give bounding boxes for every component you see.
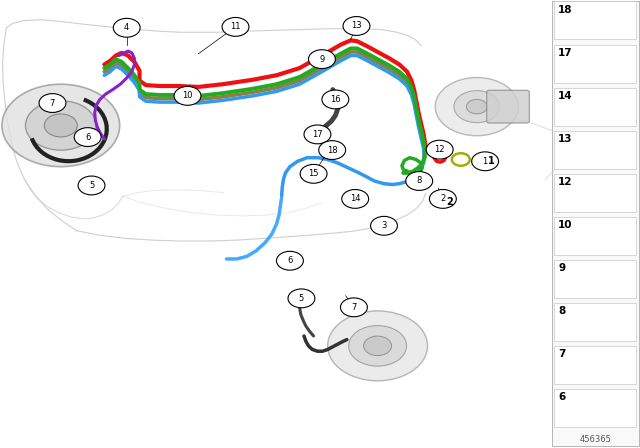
Text: 9: 9 xyxy=(319,55,324,64)
Circle shape xyxy=(26,101,96,150)
Text: 7: 7 xyxy=(50,99,55,108)
Text: 6: 6 xyxy=(558,392,565,402)
Text: 18: 18 xyxy=(558,4,573,14)
Circle shape xyxy=(2,84,120,167)
FancyBboxPatch shape xyxy=(486,90,529,123)
Text: 11: 11 xyxy=(230,22,241,31)
Text: 17: 17 xyxy=(312,130,323,139)
FancyBboxPatch shape xyxy=(554,346,636,383)
Text: 18: 18 xyxy=(327,146,337,155)
Circle shape xyxy=(74,128,101,146)
Circle shape xyxy=(39,94,66,112)
Text: 15: 15 xyxy=(308,169,319,178)
Text: 8: 8 xyxy=(417,177,422,185)
Circle shape xyxy=(276,251,303,270)
Text: 17: 17 xyxy=(558,48,573,58)
Circle shape xyxy=(429,190,456,208)
Circle shape xyxy=(44,114,77,137)
Text: 10: 10 xyxy=(558,220,573,230)
Text: 8: 8 xyxy=(558,306,565,316)
Text: 2: 2 xyxy=(440,194,445,203)
Circle shape xyxy=(304,125,331,144)
Circle shape xyxy=(288,289,315,308)
FancyBboxPatch shape xyxy=(552,1,639,446)
Circle shape xyxy=(300,164,327,183)
Text: 13: 13 xyxy=(351,22,362,30)
Circle shape xyxy=(340,298,367,317)
Circle shape xyxy=(467,99,487,114)
Circle shape xyxy=(472,152,499,171)
Circle shape xyxy=(406,172,433,190)
Circle shape xyxy=(364,336,392,356)
FancyBboxPatch shape xyxy=(554,45,636,82)
Circle shape xyxy=(113,18,140,37)
Text: 456365: 456365 xyxy=(580,435,612,444)
Text: 1: 1 xyxy=(488,156,495,166)
Text: 9: 9 xyxy=(558,263,565,273)
FancyBboxPatch shape xyxy=(554,88,636,125)
Circle shape xyxy=(426,140,453,159)
Text: 6: 6 xyxy=(287,256,292,265)
Circle shape xyxy=(174,86,201,105)
Text: 6: 6 xyxy=(85,133,90,142)
Circle shape xyxy=(308,50,335,69)
Circle shape xyxy=(222,17,249,36)
FancyBboxPatch shape xyxy=(554,303,636,340)
Text: 1: 1 xyxy=(483,157,488,166)
Circle shape xyxy=(343,17,370,35)
Text: 13: 13 xyxy=(558,134,573,144)
Circle shape xyxy=(349,326,406,366)
Text: 4: 4 xyxy=(124,23,129,32)
Text: 5: 5 xyxy=(89,181,94,190)
Text: 7: 7 xyxy=(558,349,566,359)
FancyBboxPatch shape xyxy=(554,389,636,426)
Text: 3: 3 xyxy=(381,221,387,230)
Text: 7: 7 xyxy=(351,303,356,312)
FancyBboxPatch shape xyxy=(554,217,636,254)
Text: 12: 12 xyxy=(558,177,573,187)
Text: 10: 10 xyxy=(182,91,193,100)
Circle shape xyxy=(342,190,369,208)
Circle shape xyxy=(328,311,428,381)
Text: 2: 2 xyxy=(447,198,454,207)
Circle shape xyxy=(78,176,105,195)
FancyBboxPatch shape xyxy=(554,1,636,39)
Circle shape xyxy=(322,90,349,109)
Circle shape xyxy=(371,216,397,235)
Text: 14: 14 xyxy=(350,194,360,203)
FancyBboxPatch shape xyxy=(554,260,636,297)
Text: 12: 12 xyxy=(435,145,445,154)
Circle shape xyxy=(454,90,500,123)
FancyBboxPatch shape xyxy=(554,131,636,168)
FancyBboxPatch shape xyxy=(554,174,636,211)
Text: 5: 5 xyxy=(299,294,304,303)
Circle shape xyxy=(319,141,346,159)
Text: 16: 16 xyxy=(330,95,340,104)
Circle shape xyxy=(435,78,518,136)
Text: 14: 14 xyxy=(558,91,573,101)
